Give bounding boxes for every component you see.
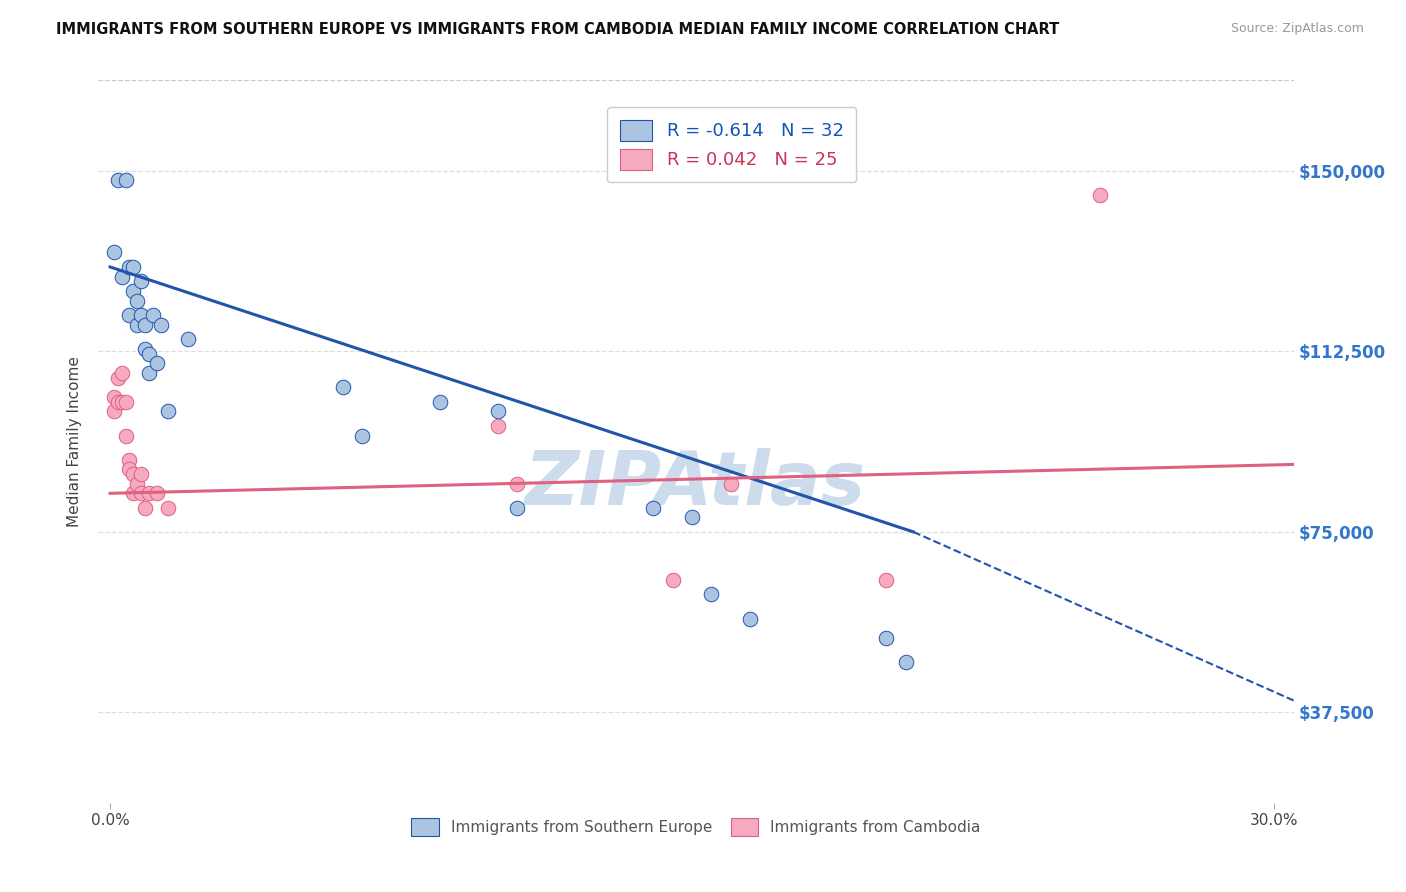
Point xyxy=(352,428,374,442)
Point xyxy=(107,370,129,384)
Point xyxy=(138,366,160,380)
Point xyxy=(486,418,509,433)
Point xyxy=(740,611,762,625)
Point xyxy=(134,342,156,356)
Point xyxy=(643,500,665,515)
Point xyxy=(1088,187,1111,202)
Point xyxy=(122,260,145,274)
Point xyxy=(129,308,152,322)
Point xyxy=(145,486,167,500)
Point xyxy=(332,380,354,394)
Point xyxy=(118,452,141,467)
Text: IMMIGRANTS FROM SOUTHERN EUROPE VS IMMIGRANTS FROM CAMBODIA MEDIAN FAMILY INCOME: IMMIGRANTS FROM SOUTHERN EUROPE VS IMMIG… xyxy=(56,22,1060,37)
Point xyxy=(122,284,145,298)
Text: Source: ZipAtlas.com: Source: ZipAtlas.com xyxy=(1230,22,1364,36)
Point xyxy=(700,587,723,601)
Point xyxy=(506,500,529,515)
Point xyxy=(122,486,145,500)
Point xyxy=(122,467,145,481)
Point xyxy=(138,486,160,500)
Point xyxy=(506,476,529,491)
Point xyxy=(111,269,134,284)
Y-axis label: Median Family Income: Median Family Income xyxy=(67,356,83,527)
Point xyxy=(486,404,509,418)
Point xyxy=(157,404,180,418)
Point xyxy=(157,500,180,515)
Point xyxy=(127,293,149,308)
Point xyxy=(894,655,917,669)
Point xyxy=(142,308,165,322)
Point xyxy=(129,486,152,500)
Point xyxy=(114,394,136,409)
Point xyxy=(176,332,198,346)
Point xyxy=(138,346,160,360)
Point xyxy=(103,404,125,418)
Point xyxy=(118,462,141,476)
Point xyxy=(875,631,897,645)
Point xyxy=(111,366,134,380)
Point xyxy=(681,510,703,524)
Point xyxy=(661,573,683,587)
Point xyxy=(134,500,156,515)
Point xyxy=(114,173,136,187)
Point xyxy=(118,308,141,322)
Point xyxy=(875,573,897,587)
Point xyxy=(129,467,152,481)
Point xyxy=(127,318,149,332)
Text: ZIPAtlas: ZIPAtlas xyxy=(526,449,866,522)
Point xyxy=(145,356,167,370)
Point xyxy=(127,476,149,491)
Point xyxy=(149,318,172,332)
Point xyxy=(107,173,129,187)
Point xyxy=(111,394,134,409)
Point xyxy=(134,318,156,332)
Point xyxy=(107,394,129,409)
Legend: Immigrants from Southern Europe, Immigrants from Cambodia: Immigrants from Southern Europe, Immigra… xyxy=(405,813,987,842)
Point xyxy=(103,390,125,404)
Point xyxy=(114,428,136,442)
Point xyxy=(720,476,742,491)
Point xyxy=(103,245,125,260)
Point xyxy=(129,274,152,288)
Point xyxy=(118,260,141,274)
Point xyxy=(429,394,451,409)
